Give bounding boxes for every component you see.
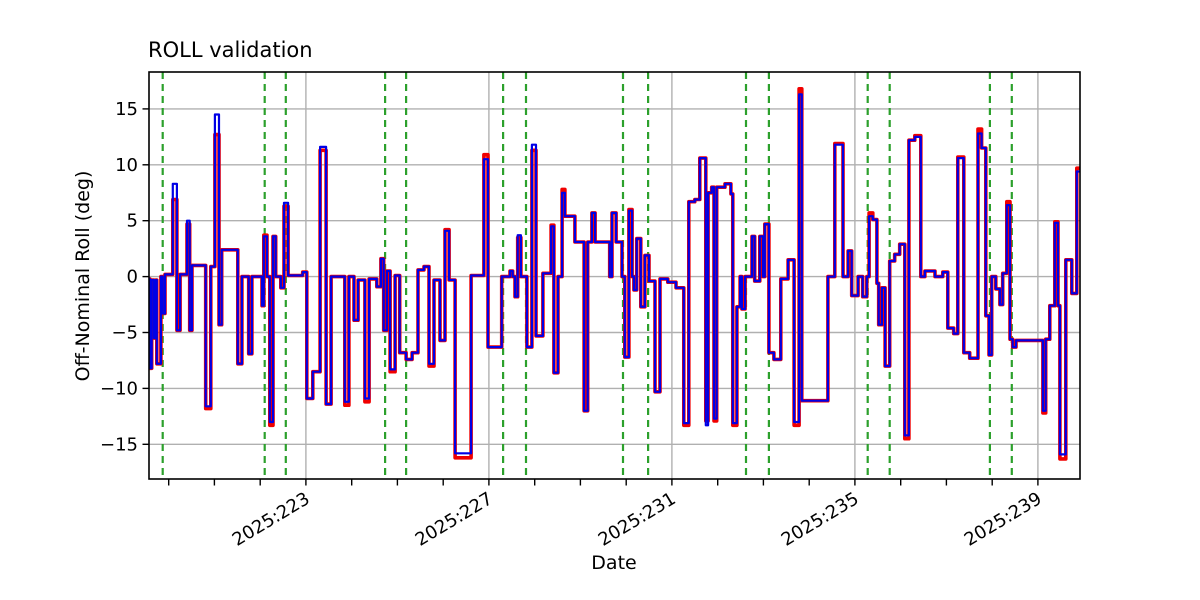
x-tick-label: 2025:231 [595, 488, 680, 550]
y-tick-label: 15 [115, 99, 138, 120]
x-tick-label: 2025:235 [778, 488, 863, 550]
y-tick-label: −10 [100, 378, 138, 399]
y-tick-label: 5 [127, 211, 138, 232]
x-tick-label: 2025:223 [229, 488, 314, 550]
y-tick-label: 0 [127, 267, 138, 288]
axes-frame [148, 71, 1081, 480]
y-axis-label: Off-Nominal Roll (deg) [72, 170, 94, 382]
x-axis-label: Date [591, 552, 637, 574]
y-tick-label: 10 [115, 155, 138, 176]
y-tick-label: −15 [100, 434, 138, 455]
event-marker-lines [161, 72, 1013, 479]
y-tick-label: −5 [111, 323, 138, 344]
series-validation-blue [149, 93, 1080, 456]
chart-title: ROLL validation [148, 38, 313, 62]
x-tick-label: 2025:227 [412, 488, 497, 550]
x-tick-label: 2025:239 [961, 488, 1046, 550]
